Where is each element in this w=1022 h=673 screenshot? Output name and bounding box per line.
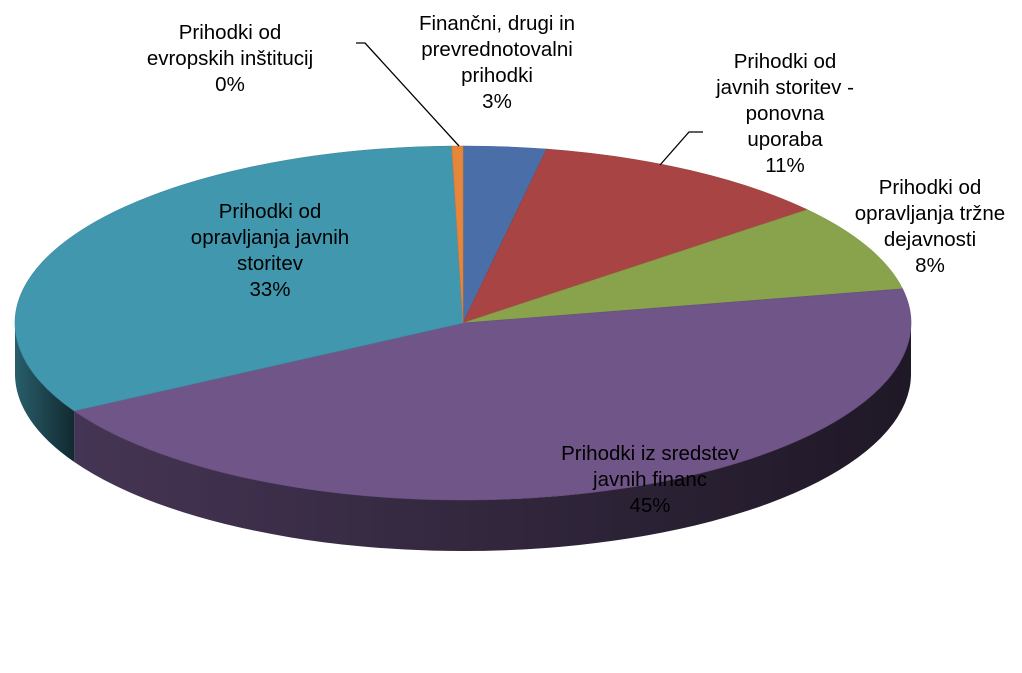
leader-line-1: [659, 131, 703, 166]
slice-label-5: Prihodki od evropskih inštitucij 0%: [147, 21, 313, 96]
slice-label-3: Prihodki iz sredstev javnih financ 45%: [561, 442, 739, 517]
pie-slice-3: [73, 288, 912, 501]
pie-slices: [14, 145, 912, 501]
leader-lines: [356, 42, 703, 166]
slice-label-1: Prihodki od javnih storitev -ponovna upora…: [715, 50, 854, 177]
leader-line-0: [356, 42, 460, 147]
slice-label-4: Prihodki od opravljanja javnih storitev 33%: [191, 200, 349, 301]
pie-slice-2: [462, 209, 904, 324]
pie-side-3: [74, 323, 912, 551]
pie-sides: [15, 323, 912, 551]
pie-slice-5: [451, 145, 464, 324]
pie-side-4: [15, 323, 75, 462]
pie-slice-1: [462, 148, 808, 324]
slice-labels: Finančni, drugi in prevrednotovalni prihod…: [147, 12, 1005, 517]
slice-label-0: Finančni, drugi in prevrednotovalni prihod…: [419, 12, 575, 113]
slice-label-2: Prihodki od opravljanja tržne dejavnosti 8%: [855, 176, 1005, 277]
pie-slice-4: [14, 145, 464, 412]
